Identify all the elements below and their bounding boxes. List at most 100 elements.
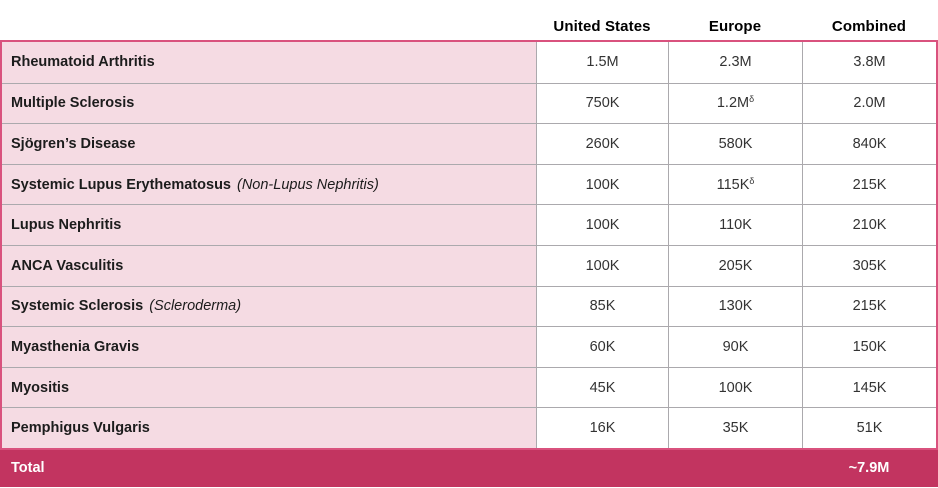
disease-name: Myositis xyxy=(11,379,70,396)
disease-name: Sjögren’s Disease xyxy=(11,135,136,152)
combined-value: 2.0M xyxy=(853,95,886,112)
europe-value: 205K xyxy=(718,257,753,274)
disease-name-cell: Lupus Nephritis xyxy=(2,205,536,245)
disease-name-cell: ANCA Vasculitis xyxy=(2,245,536,286)
europe-value-cell: 130K xyxy=(668,286,802,327)
us-value: 100K xyxy=(585,217,620,234)
total-row: Total ~7.9M xyxy=(0,449,938,487)
disease-name: Lupus Nephritis xyxy=(11,217,122,234)
europe-value-cell: 580K xyxy=(668,124,802,164)
europe-value: 115K xyxy=(716,176,750,193)
us-value-cell: 16K xyxy=(536,408,668,448)
europe-value: 1.2M xyxy=(716,95,750,112)
table-row: Multiple Sclerosis 750K 1.2M δ 2.0M xyxy=(2,82,936,124)
us-value-cell: 60K xyxy=(536,327,668,367)
us-value-cell: 260K xyxy=(536,124,668,164)
europe-value-cell: 205K xyxy=(668,245,802,286)
table-body: Rheumatoid Arthritis 1.5M 2.3M 3.8M Mult… xyxy=(0,40,938,450)
disease-name-cell: Systemic Sclerosis (Scleroderma) xyxy=(2,286,536,327)
us-value-cell: 100K xyxy=(536,205,668,245)
disease-name: Pemphigus Vulgaris xyxy=(11,420,150,437)
combined-value: 3.8M xyxy=(853,54,886,71)
combined-value-cell: 3.8M xyxy=(802,42,936,83)
combined-value: 305K xyxy=(852,257,887,274)
combined-value-cell: 215K xyxy=(802,286,936,327)
us-value: 45K xyxy=(589,379,616,396)
column-header-united-states: United States xyxy=(553,18,651,35)
combined-value-cell: 840K xyxy=(802,124,936,164)
total-label: Total xyxy=(11,460,45,477)
table-row: ANCA Vasculitis 100K 205K 305K xyxy=(2,244,936,286)
combined-value-cell: 150K xyxy=(802,327,936,367)
combined-value-cell: 51K xyxy=(802,408,936,448)
us-value-cell: 100K xyxy=(536,164,668,205)
us-value: 750K xyxy=(585,95,620,112)
us-value: 100K xyxy=(585,257,620,274)
disease-name: Rheumatoid Arthritis xyxy=(11,54,155,71)
disease-name-cell: Myositis xyxy=(2,367,536,408)
combined-value-cell: 305K xyxy=(802,245,936,286)
column-header-row: United States Europe Combined xyxy=(0,0,938,40)
us-value: 16K xyxy=(589,420,616,437)
disease-name: ANCA Vasculitis xyxy=(11,257,124,274)
europe-value: 35K xyxy=(722,420,749,437)
combined-value: 51K xyxy=(856,420,883,437)
us-value-cell: 85K xyxy=(536,286,668,327)
europe-value: 130K xyxy=(718,298,753,315)
combined-value: 145K xyxy=(852,379,887,396)
disease-note: (Scleroderma) xyxy=(149,298,242,315)
combined-value-cell: 215K xyxy=(802,164,936,205)
column-header-europe: Europe xyxy=(708,18,762,35)
disease-name-cell: Rheumatoid Arthritis xyxy=(2,42,536,83)
disease-note: (Non-Lupus Nephritis) xyxy=(237,176,379,193)
us-value: 1.5M xyxy=(586,54,619,71)
column-header-combined: Combined xyxy=(831,18,907,35)
disease-name-cell: Multiple Sclerosis xyxy=(2,83,536,124)
combined-value: 215K xyxy=(852,298,887,315)
disease-name-cell: Sjögren’s Disease xyxy=(2,124,536,164)
disease-name: Systemic Sclerosis xyxy=(11,298,144,315)
table-row: Sjögren’s Disease 260K 580K 840K xyxy=(2,123,936,164)
europe-value-cell: 35K xyxy=(668,408,802,448)
table-row: Myasthenia Gravis 60K 90K 150K xyxy=(2,326,936,367)
combined-value: 210K xyxy=(852,217,887,234)
us-value-cell: 45K xyxy=(536,367,668,408)
disease-name: Systemic Lupus Erythematosus xyxy=(11,176,231,193)
europe-value-cell: 2.3M xyxy=(668,42,802,83)
combined-value: 150K xyxy=(852,338,887,355)
us-value-cell: 750K xyxy=(536,83,668,124)
disease-name: Myasthenia Gravis xyxy=(11,338,140,355)
us-value: 100K xyxy=(585,176,620,193)
combined-value-cell: 2.0M xyxy=(802,83,936,124)
europe-value: 110K xyxy=(719,217,752,234)
europe-value-cell: 110K xyxy=(668,205,802,245)
table-row: Lupus Nephritis 100K 110K 210K xyxy=(2,204,936,245)
combined-value-cell: 145K xyxy=(802,367,936,408)
total-combined-value: ~7.9M xyxy=(848,460,890,477)
us-value-cell: 1.5M xyxy=(536,42,668,83)
table-row: Rheumatoid Arthritis 1.5M 2.3M 3.8M xyxy=(2,42,936,83)
table-row: Myositis 45K 100K 145K xyxy=(2,366,936,408)
europe-value-cell: 90K xyxy=(668,327,802,367)
europe-value-cell: 1.2M δ xyxy=(668,83,802,124)
disease-name-cell: Myasthenia Gravis xyxy=(2,327,536,367)
disease-name-cell: Pemphigus Vulgaris xyxy=(2,408,536,448)
combined-value-cell: 210K xyxy=(802,205,936,245)
us-value: 260K xyxy=(585,135,620,152)
disease-name-cell: Systemic Lupus Erythematosus (Non-Lupus … xyxy=(2,164,536,205)
europe-value-cell: 115K δ xyxy=(668,164,802,205)
us-value-cell: 100K xyxy=(536,245,668,286)
combined-value: 215K xyxy=(852,176,887,193)
europe-value: 2.3M xyxy=(719,54,752,71)
disease-name: Multiple Sclerosis xyxy=(11,95,135,112)
table-row: Systemic Sclerosis (Scleroderma) 85K 130… xyxy=(2,285,936,327)
us-value: 85K xyxy=(589,298,616,315)
combined-value: 840K xyxy=(852,135,887,152)
us-value: 60K xyxy=(589,338,616,355)
europe-value: 90K xyxy=(722,338,749,355)
europe-value: 580K xyxy=(718,135,753,152)
europe-value-cell: 100K xyxy=(668,367,802,408)
table-row: Pemphigus Vulgaris 16K 35K 51K xyxy=(2,407,936,448)
europe-value: 100K xyxy=(718,379,753,396)
